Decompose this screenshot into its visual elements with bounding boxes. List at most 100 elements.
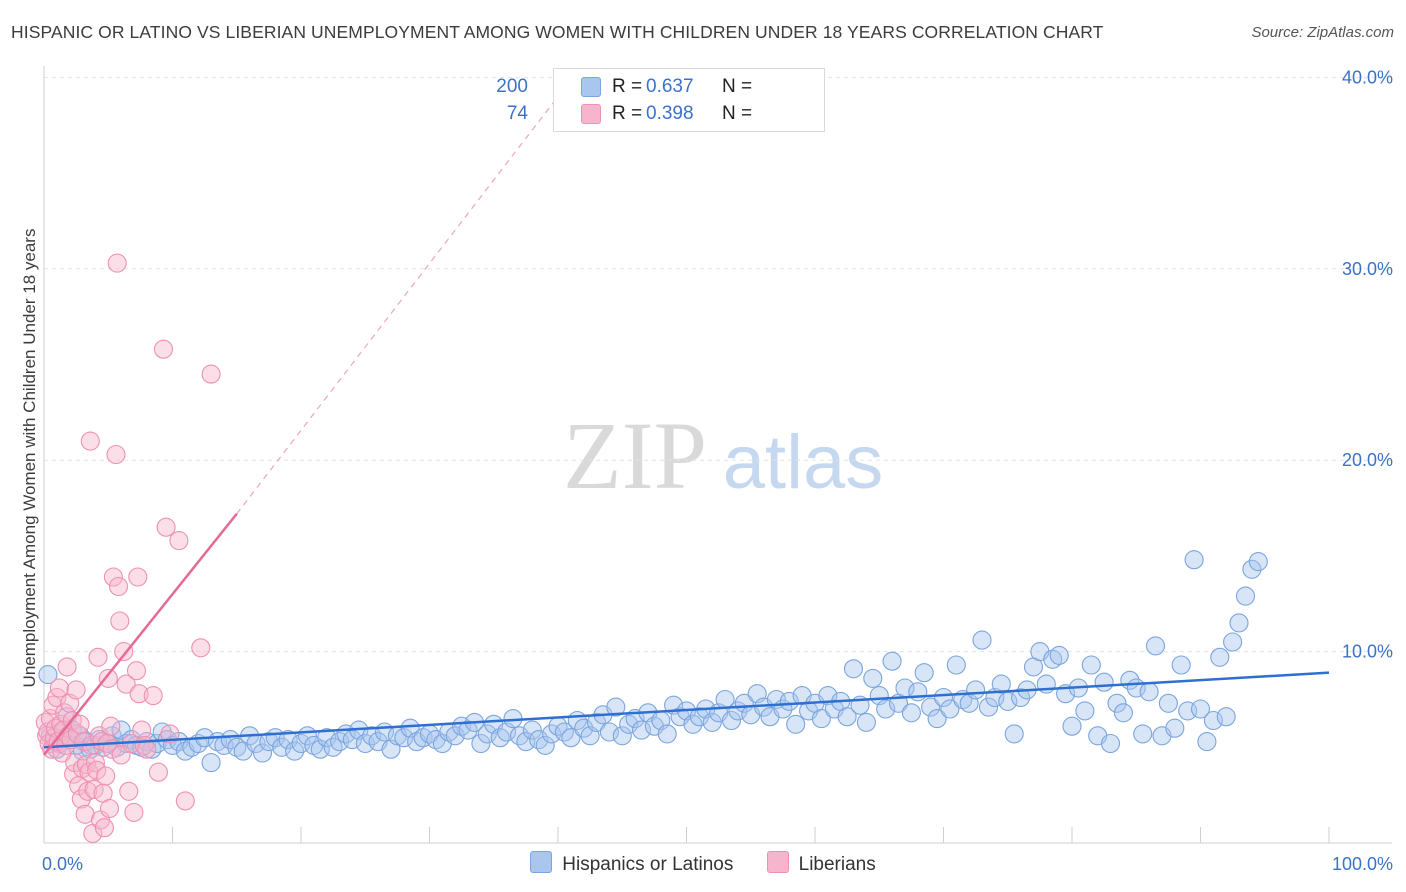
liberian-point [128, 567, 148, 587]
hispanic-point [921, 697, 941, 717]
hispanic-point [657, 724, 677, 744]
hispanic-point [1190, 699, 1211, 719]
hispanic-point [876, 699, 896, 719]
hispanic-point [786, 714, 806, 734]
hispanic-point [278, 730, 298, 750]
liberian-point [80, 431, 100, 451]
n-value: 200 [496, 76, 528, 97]
y-tick-label: 30.0% [1342, 259, 1393, 279]
liberian-point [156, 517, 176, 537]
liberian-point [94, 818, 114, 838]
hispanic-point [1210, 647, 1230, 667]
gridlines [44, 76, 1392, 653]
hispanic-point [856, 712, 876, 732]
hispanic-point [574, 718, 594, 738]
hispanic-point [1107, 693, 1127, 713]
watermark-zip: ZIP [563, 402, 707, 509]
hispanic-point [1223, 632, 1243, 652]
hispanic-point [1081, 655, 1101, 675]
liberian-point [160, 724, 180, 744]
liberian-point [110, 611, 130, 631]
liberian-trend-line [43, 513, 238, 756]
chart-title: HISPANIC OR LATINO VS LIBERIAN UNEMPLOYM… [11, 22, 1104, 42]
liberian-point [153, 339, 174, 359]
hispanic-point [1165, 718, 1185, 738]
liberian-trend-extension [236, 96, 559, 515]
tick-labels: 10.0% 20.0% 30.0% 40.0% 0.0% 100.0% [42, 67, 1393, 874]
liberian-point [99, 798, 120, 819]
legend-label-liberian: Liberians [798, 854, 876, 875]
n-label: N = [722, 76, 753, 97]
y-tick-label: 40.0% [1342, 67, 1393, 87]
liberian-point [108, 576, 129, 597]
hispanic-point [683, 714, 703, 734]
trend-lines [43, 96, 1330, 756]
hispanic-point [201, 753, 221, 773]
hispanic-point [1113, 703, 1133, 723]
hispanic-point [1100, 733, 1121, 754]
liberian-point [57, 657, 77, 677]
liberian-point [88, 647, 108, 667]
hispanic-point [38, 665, 58, 685]
liberian-point [132, 720, 152, 740]
hispanic-point [1075, 701, 1095, 721]
hispanic-point [940, 699, 960, 719]
hispanic-point [927, 709, 947, 729]
liberian-point [49, 678, 69, 698]
hispanic-point [1184, 550, 1204, 570]
hispanic-point [702, 712, 722, 732]
hispanic-point [991, 674, 1011, 694]
hispanic-point [1004, 724, 1024, 744]
watermark: ZIP atlas [563, 402, 883, 509]
liberian-point [42, 739, 62, 759]
hispanic-point [522, 720, 542, 740]
legend-item-liberian[interactable]: Liberians [766, 851, 876, 876]
hispanic-point [933, 687, 954, 708]
liberian-point [129, 684, 149, 704]
liberian-point [143, 686, 163, 706]
hispanic-point [1062, 716, 1082, 736]
hispanic-point [631, 720, 652, 740]
hispanic-point [1171, 655, 1191, 675]
hispanic-point [1248, 552, 1268, 572]
hispanic-point [1094, 672, 1114, 692]
hispanic-swatch [581, 77, 601, 97]
liberian-point [66, 680, 86, 700]
liberian-point [103, 567, 123, 587]
liberian-point [169, 531, 189, 551]
hispanic-point [1139, 682, 1159, 702]
hispanic-point [586, 712, 607, 732]
hispanic-point [837, 707, 857, 727]
hispanic-point [317, 728, 337, 748]
liberian-point [78, 781, 98, 801]
hispanic-point [477, 724, 497, 744]
legend-label-hispanic: Hispanics or Latinos [562, 854, 734, 875]
x-tick-label: 100.0% [1332, 854, 1393, 874]
hispanic-point [843, 659, 864, 679]
liberian-point [71, 789, 91, 809]
data-points [35, 253, 1268, 843]
liberian-point [124, 802, 144, 822]
hispanic-point [612, 726, 632, 746]
hispanic-point [458, 720, 478, 740]
liberian-point [55, 703, 75, 723]
hispanic-point [1235, 586, 1256, 606]
hispanic-point [689, 707, 709, 727]
legend-swatch-hispanic [530, 851, 553, 873]
liberian-point [101, 716, 121, 736]
hispanic-point [1197, 732, 1217, 752]
liberian-point [148, 762, 168, 782]
liberian-point [126, 661, 147, 681]
legend-swatch-liberian [766, 851, 789, 873]
hispanic-point [721, 710, 742, 731]
hispanic-point [1133, 724, 1153, 744]
hispanic-point [1242, 559, 1262, 579]
hispanic-point [972, 630, 992, 650]
legend-item-hispanic[interactable]: Hispanics or Latinos [530, 851, 733, 876]
hispanic-point [1145, 636, 1166, 656]
hispanic-point [1203, 710, 1223, 731]
liberian-point [191, 638, 211, 658]
liberian-point [201, 364, 221, 384]
chart-source: Source: ZipAtlas.com [1251, 24, 1394, 41]
